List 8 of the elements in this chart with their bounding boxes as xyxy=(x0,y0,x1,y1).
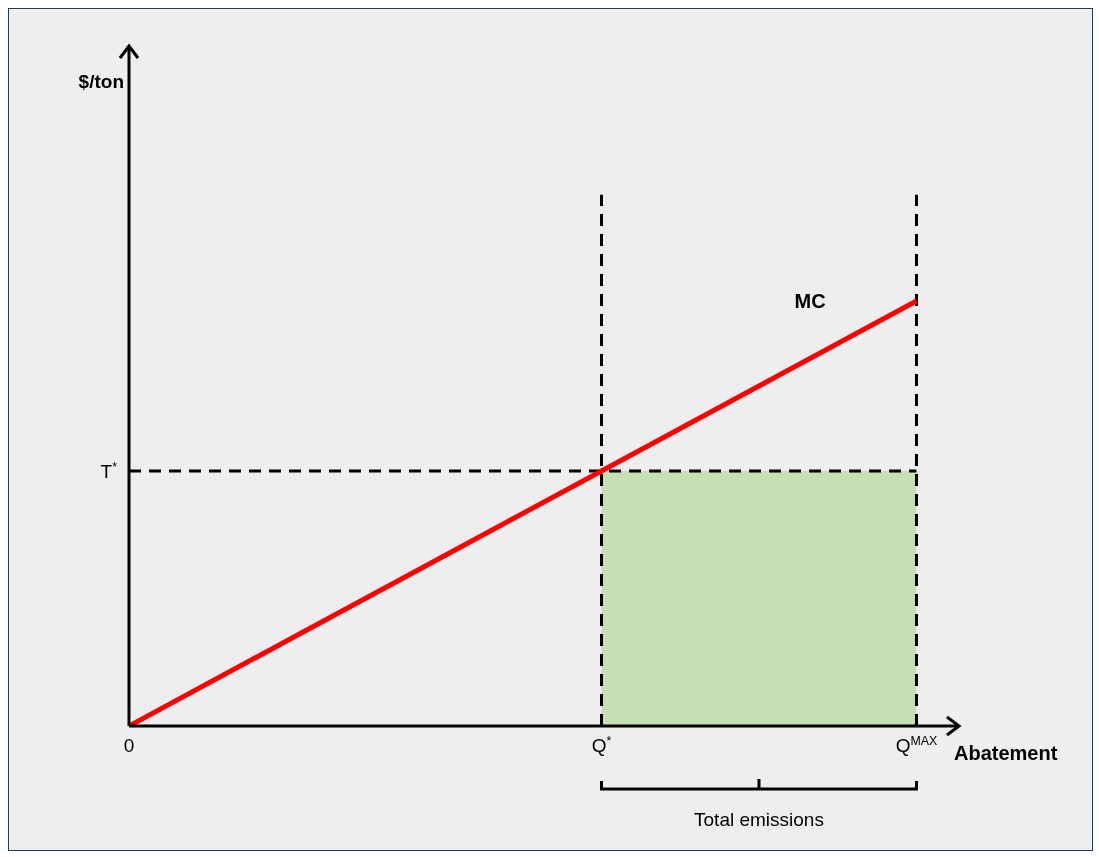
ref-line-label: T$^{*}$ xyxy=(100,460,118,482)
x-tick-label: Q$^{*}$ xyxy=(591,734,612,756)
x-tick-label: Q$^{MAX}$ xyxy=(895,734,938,756)
x-tick-label: 0 xyxy=(123,735,135,756)
annotation: MC xyxy=(794,290,826,312)
text: Total emissions xyxy=(694,809,824,830)
text: $/ton xyxy=(78,71,124,92)
x-axis-title: Abatement xyxy=(954,742,1058,764)
